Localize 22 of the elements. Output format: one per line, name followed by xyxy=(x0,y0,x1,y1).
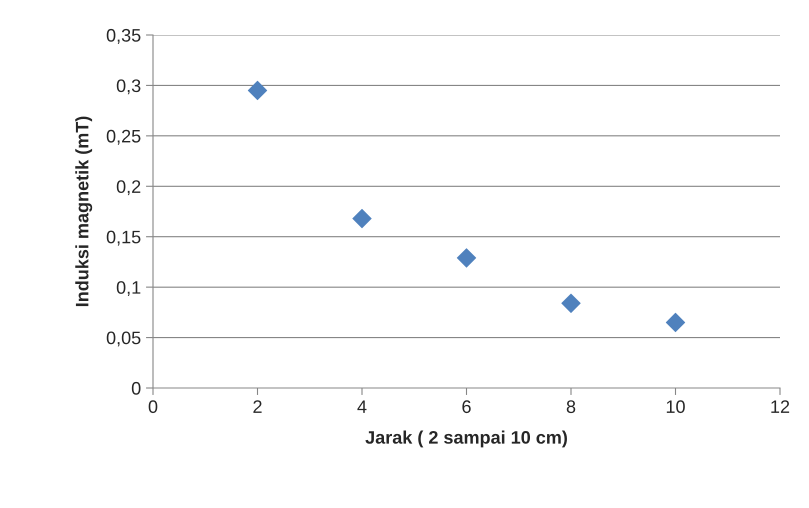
point xyxy=(456,248,476,268)
y-tick-label: 0,2 xyxy=(116,180,140,196)
x-tick-label: 4 xyxy=(357,400,366,413)
y-tick-label: 0,35 xyxy=(106,28,140,44)
y-tick-label: 0,3 xyxy=(116,79,140,94)
x-tick-label: 10 xyxy=(666,400,685,414)
x-tick-label: 6 xyxy=(462,400,471,414)
x-tick-label: 2 xyxy=(253,400,262,413)
x-tick-label: 8 xyxy=(566,400,576,414)
y-tick-label: 0 xyxy=(132,382,140,395)
y-tick-label: 0,05 xyxy=(106,332,140,346)
x-axis-title: Jarak ( 2 sampai 10 cm) xyxy=(365,430,567,448)
point xyxy=(248,80,268,100)
x-tick-label: 12 xyxy=(771,400,790,413)
y-axis-title: Induksi magnetik (mT) xyxy=(75,116,92,306)
y-tick-label: 0,25 xyxy=(106,130,140,145)
point xyxy=(666,312,686,332)
y-tick-label: 0,15 xyxy=(106,230,140,246)
x-tick-label: 0 xyxy=(148,400,158,414)
point xyxy=(352,208,372,228)
point xyxy=(561,294,581,313)
y-tick-label: 0,1 xyxy=(116,281,140,296)
